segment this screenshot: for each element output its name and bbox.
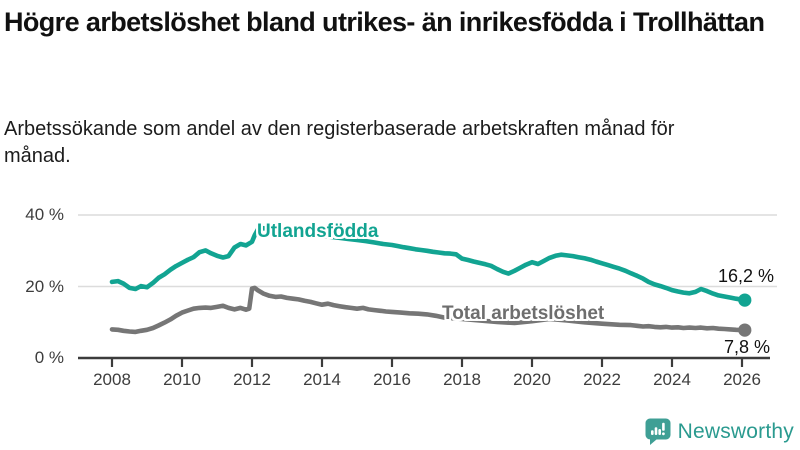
end-value-utlandsfodda: 16,2 % <box>717 266 774 286</box>
x-axis-tick-label: 2008 <box>93 370 131 389</box>
newsworthy-branding: Newsworthy <box>645 418 794 445</box>
x-axis-tick-label: 2010 <box>163 370 201 389</box>
x-axis-tick-label: 2026 <box>723 370 761 389</box>
series-label-total-arbetsloshet: Total arbetslöshet <box>442 303 605 324</box>
x-axis-tick-label: 2018 <box>443 370 481 389</box>
end-value-total-arbetsloshet: 7,8 % <box>723 337 770 357</box>
x-axis-tick-label: 2020 <box>513 370 551 389</box>
y-axis-tick-label: 20 % <box>25 276 64 296</box>
x-axis-tick-label: 2024 <box>653 370 691 389</box>
chart-subtitle: Arbetssökande som andel av den registerb… <box>4 118 675 167</box>
x-axis-tick-label: 2016 <box>373 370 411 389</box>
x-axis-tick-label: 2022 <box>583 370 621 389</box>
x-axis-tick-label: 2012 <box>233 370 271 389</box>
bar-chart-speech-bubble-icon <box>645 418 671 445</box>
y-axis-tick-label: 0 % <box>34 348 64 367</box>
y-axis-tick-label: 40 % <box>25 205 64 224</box>
series-label-utlandsfodda: Utlandsfödda <box>257 221 379 242</box>
page-title: Högre arbetslöshet bland utrikes- än inr… <box>4 7 765 37</box>
x-axis-tick-label: 2014 <box>303 370 341 389</box>
newsworthy-brand-text: Newsworthy <box>677 419 794 443</box>
